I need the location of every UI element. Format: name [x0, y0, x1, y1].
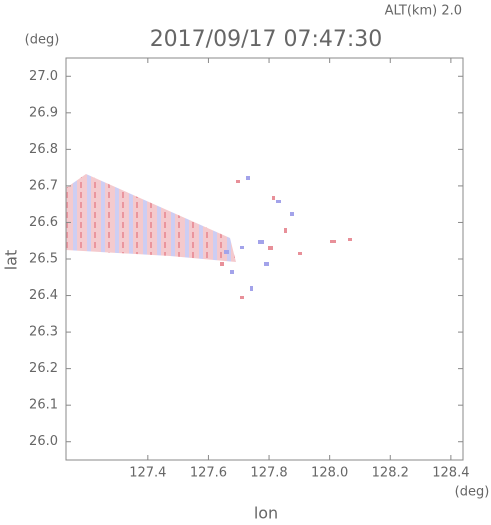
echo-field	[66, 174, 352, 299]
altitude-label: ALT(km) 2.0	[385, 4, 462, 19]
plot-frame	[65, 57, 464, 461]
x-tick-label: 127.8	[250, 466, 287, 481]
y-tick-label: 26.8	[29, 142, 58, 157]
y-tick-label: 26.9	[29, 105, 58, 120]
y-tick-label: 26.1	[29, 398, 58, 413]
y-tick-label: 26.2	[29, 361, 58, 376]
x-unit: (deg)	[455, 485, 490, 500]
x-tick-label: 127.4	[129, 466, 166, 481]
y-tick-label: 26.5	[29, 252, 58, 267]
y-tick-label: 26.4	[29, 288, 58, 303]
x-tick-label: 128.4	[432, 466, 469, 481]
x-axis-label: lon	[254, 504, 278, 522]
y-tick-label: 26.0	[29, 434, 58, 449]
y-tick-label: 26.7	[29, 178, 58, 193]
y-unit: (deg)	[25, 33, 60, 48]
y-axis-label: lat	[2, 250, 21, 271]
x-tick-label: 128.0	[311, 466, 348, 481]
y-tick-label: 27.0	[29, 69, 58, 84]
x-tick-label: 128.2	[372, 466, 409, 481]
x-tick-label: 127.6	[190, 466, 227, 481]
y-tick-label: 26.3	[29, 325, 58, 340]
y-tick-label: 26.6	[29, 215, 58, 230]
chart-title: 2017/09/17 07:47:30	[150, 27, 383, 52]
